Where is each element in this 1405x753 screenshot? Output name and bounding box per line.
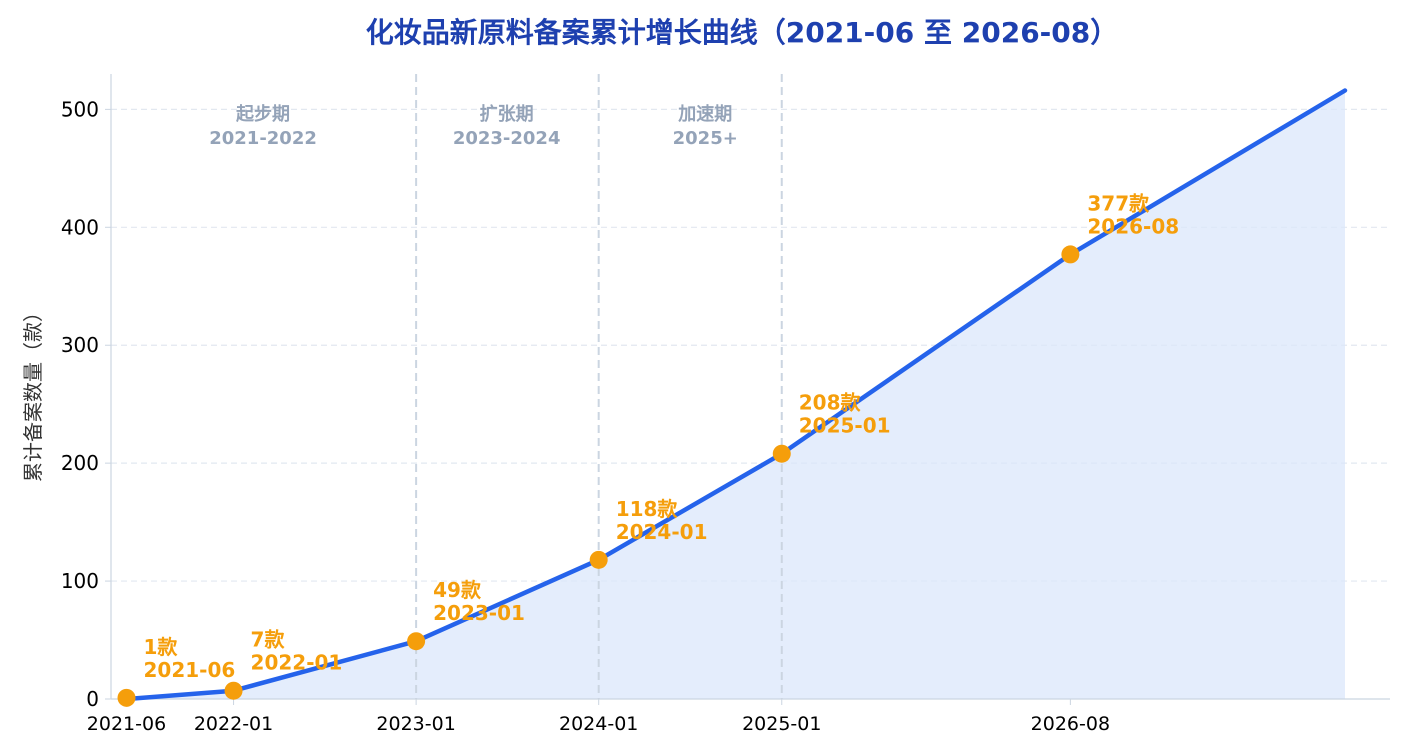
phase-name: 加速期: [677, 103, 732, 125]
point-value-label: 118款: [616, 497, 679, 521]
x-tick-label: 2021-06: [87, 713, 166, 735]
point-date-label: 2025-01: [799, 414, 891, 438]
x-tick-label: 2022-01: [194, 713, 273, 735]
x-ticks: 2021-06 2022-01 2023-01 2024-01 2025-01 2026-…: [87, 699, 1110, 735]
point-date-label: 2021-06: [144, 658, 236, 682]
markers: [117, 245, 1080, 707]
axes: [110, 74, 1390, 700]
point-value-label: 377款: [1087, 191, 1150, 215]
point-date-label: 2022-01: [251, 651, 343, 675]
data-point: [117, 688, 136, 707]
y-tick-label: 0: [86, 687, 99, 711]
data-point: [1061, 245, 1080, 264]
x-tick-label: 2026-08: [1031, 713, 1110, 735]
x-tick-label: 2024-01: [559, 713, 638, 735]
phase-range: 2023-2024: [453, 128, 561, 149]
point-value-label: 49款: [433, 578, 482, 602]
area-fill: [126, 90, 1345, 699]
data-point: [772, 444, 791, 463]
phase-dividers: [415, 74, 783, 699]
area-fill: [126, 90, 1345, 699]
phase-name: 起步期: [235, 103, 290, 125]
y-tick-label: 100: [61, 569, 99, 593]
phase-range: 2021-2022: [209, 128, 317, 149]
point-value-label: 1款: [144, 635, 179, 659]
y-tick-label: 300: [61, 333, 99, 357]
point-date-label: 2023-01: [433, 601, 525, 625]
point-value-label: 7款: [251, 628, 286, 652]
x-tick-label: 2023-01: [376, 713, 455, 735]
point-date-label: 2026-08: [1087, 214, 1179, 238]
point-date-label: 2024-01: [616, 520, 708, 544]
y-ticks: 0 100 200 300 400 500: [61, 97, 111, 711]
point-value-label: 208款: [799, 391, 862, 415]
data-point: [407, 632, 426, 651]
chart-title: 化妆品新原料备案累计增长曲线（2021-06 至 2026-08）: [366, 16, 1119, 49]
y-axis-label: 累计备案数量（款）: [21, 302, 45, 482]
phase-labels: 起步期 2021-2022 扩张期 2023-2024 加速期 2025+: [209, 103, 738, 149]
data-point: [589, 550, 608, 569]
y-tick-label: 200: [61, 451, 99, 475]
phase-name: 扩张期: [480, 103, 534, 125]
y-tick-label: 500: [61, 97, 99, 121]
x-tick-label: 2025-01: [742, 713, 821, 735]
data-point: [224, 681, 243, 700]
phase-range: 2025+: [673, 128, 738, 149]
y-tick-label: 400: [61, 215, 99, 239]
